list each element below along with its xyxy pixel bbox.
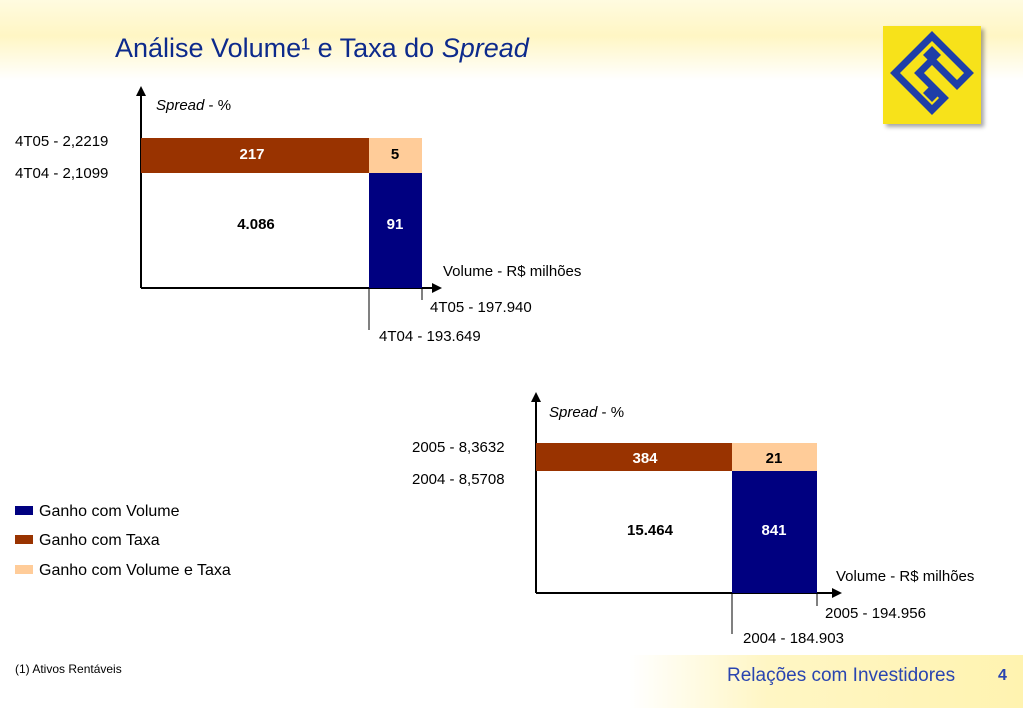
chart2-value-base: 15.464 — [627, 522, 674, 539]
chart2-y-axis-arrow — [531, 392, 541, 402]
chart2-spread-high-label: 2005 - 8,3632 — [412, 439, 505, 456]
chart2-x-axis-arrow — [832, 588, 842, 598]
chart2-bar-taxa — [536, 443, 732, 471]
chart1-value-base: 4.086 — [237, 216, 275, 233]
page-number: 4 — [998, 667, 1007, 684]
chart1-y-label: Spread - % — [156, 97, 231, 114]
chart1-bar-taxa — [141, 138, 369, 173]
legend-item-taxa: Ganho com Taxa — [15, 532, 160, 550]
chart1-value-taxa: 217 — [239, 146, 264, 163]
chart2-y-label-unit: - % — [597, 404, 625, 421]
bank-logo — [883, 26, 981, 124]
page-title: Análise Volume¹ e Taxa do Spread — [115, 33, 529, 64]
chart1-y-axis-arrow — [136, 86, 146, 96]
chart2-value-taxa: 384 — [632, 450, 658, 467]
footer-band — [630, 655, 1023, 708]
legend-label-volume-taxa: Ganho com Volume e Taxa — [39, 562, 231, 579]
chart1-value-volume-taxa: 5 — [391, 146, 399, 163]
chart2-bar-volume — [732, 471, 817, 593]
chart2-y-label-italic: Spread — [549, 404, 598, 421]
bank-logo-icon — [890, 31, 974, 115]
chart2-value-volume-taxa: 21 — [766, 450, 783, 467]
chart1-volume-high-label: 4T05 - 197.940 — [430, 299, 532, 316]
chart1-value-volume: 91 — [387, 216, 404, 233]
chart1-spread-low-label: 4T04 - 2,1099 — [15, 165, 109, 182]
legend-label-taxa: Ganho com Taxa — [39, 532, 160, 549]
page-title-italic: Spread — [441, 33, 529, 63]
chart1-y-label-italic: Spread — [156, 97, 205, 114]
chart2-spread-low-label: 2004 - 8,5708 — [412, 471, 505, 488]
legend-swatch-volume — [15, 506, 33, 515]
chart2-y-label: Spread - % — [549, 404, 624, 421]
chart1-y-label-unit: - % — [204, 97, 232, 114]
legend-label-volume: Ganho com Volume — [39, 503, 180, 520]
chart-4t: 217 5 4.086 91 — [136, 86, 442, 330]
chart1-x-label: Volume - R$ milhões — [443, 263, 582, 280]
legend-swatch-volume-taxa — [15, 565, 33, 574]
chart-annual: 384 21 15.464 841 — [531, 392, 842, 634]
chart2-volume-high-label: 2005 - 194.956 — [825, 605, 926, 622]
footnote: (1) Ativos Rentáveis — [15, 662, 122, 676]
page-title-main: Análise Volume¹ e Taxa do — [115, 33, 442, 63]
chart2-volume-low-label: 2004 - 184.903 — [743, 630, 844, 647]
title-band — [0, 0, 1023, 80]
chart1-volume-low-label: 4T04 - 193.649 — [379, 328, 481, 345]
chart1-spread-high-label: 4T05 - 2,2219 — [15, 133, 109, 150]
footer-label: Relações com Investidores — [727, 665, 956, 686]
legend-swatch-taxa — [15, 535, 33, 544]
chart1-bar-volume-taxa — [369, 138, 422, 173]
chart2-value-volume: 841 — [761, 522, 786, 539]
legend-item-volume-taxa: Ganho com Volume e Taxa — [15, 562, 231, 580]
chart2-bar-volume-taxa — [732, 443, 817, 471]
legend-item-volume: Ganho com Volume — [15, 503, 180, 521]
chart2-x-label: Volume - R$ milhões — [836, 568, 975, 585]
chart1-bar-volume — [369, 173, 422, 288]
chart1-x-axis-arrow — [432, 283, 442, 293]
